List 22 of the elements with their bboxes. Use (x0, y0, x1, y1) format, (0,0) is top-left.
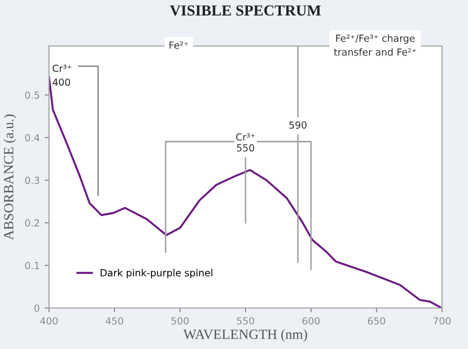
x-tick-label: 400 (40, 317, 58, 325)
x-tick-label: 700 (434, 317, 451, 325)
chart-title: VISIBLE SPECTRUM (170, 5, 321, 16)
y-tick-label: 0 (34, 304, 40, 312)
x-tick-label: 550 (236, 317, 254, 325)
y-tick-label: 0.4 (25, 134, 40, 142)
x-tick-label: 650 (368, 317, 386, 325)
ref-line-label: Cr³⁺ 550 (236, 133, 255, 152)
ref-line-label: 590 (289, 121, 307, 129)
y-axis-title: ABSORBANCE (a.u.) (4, 114, 16, 240)
x-tick-label: 600 (302, 317, 320, 325)
legend-label: Dark pink-purple spinel (100, 268, 212, 278)
y-tick-label: 0.2 (25, 219, 39, 227)
annotation: Cr³⁺ 400 (52, 64, 72, 86)
x-tick-label: 450 (106, 317, 124, 325)
y-tick-label: 0.5 (25, 91, 40, 99)
x-tick-label: 500 (171, 317, 189, 325)
y-tick-label: 0.1 (25, 262, 40, 270)
x-axis-title: WAVELENGTH (nm) (183, 329, 308, 342)
y-tick-label: 0.3 (25, 176, 40, 184)
annotation: Fe²⁺ (170, 41, 188, 49)
annotation: Fe²⁺/Fe³⁺ charge transfer and Fe²⁺ (334, 34, 416, 56)
